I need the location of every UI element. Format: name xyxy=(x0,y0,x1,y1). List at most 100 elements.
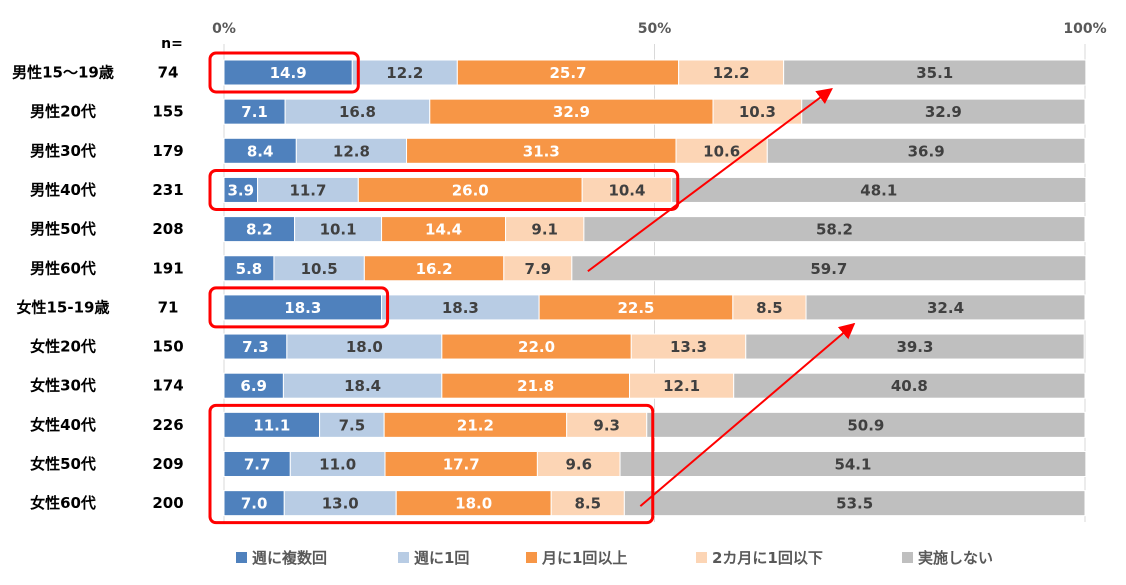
category-label: 女性40代 xyxy=(30,416,96,434)
bar-segment xyxy=(223,411,321,438)
trend-arrow xyxy=(587,88,833,273)
category-label: 女性60代 xyxy=(30,494,96,512)
bar-segment xyxy=(675,137,768,164)
bar-segment xyxy=(383,411,568,438)
data-label: 25.7 xyxy=(549,64,586,82)
bar-segment xyxy=(429,98,714,125)
bar-row: 女性15-19歳 71 18.3 18.3 22.5 8.5 32.4 xyxy=(17,294,1086,321)
data-label: 32.9 xyxy=(925,103,962,121)
bar-segment xyxy=(629,372,735,399)
data-label: 32.9 xyxy=(553,103,590,121)
data-label: 8.5 xyxy=(756,299,783,317)
bar-segment xyxy=(671,176,1087,203)
category-label: 男性20代 xyxy=(30,103,96,121)
bar-segment xyxy=(441,333,632,360)
bar-row: 女性20代 150 7.3 18.0 22.0 13.3 39.3 xyxy=(30,333,1085,360)
bar-segment xyxy=(571,255,1087,282)
data-label: 31.3 xyxy=(523,142,560,160)
category-label: 女性20代 xyxy=(30,338,96,356)
bar-segment xyxy=(550,490,625,517)
legend-item: 2カ月に1回以下 xyxy=(696,549,823,567)
bar-row: 女性50代 209 7.7 11.0 17.7 9.6 54.1 xyxy=(30,451,1087,477)
data-label: 59.7 xyxy=(810,260,847,278)
bar-segment xyxy=(384,451,538,477)
data-label: 9.6 xyxy=(565,456,592,474)
data-label: 36.9 xyxy=(908,142,945,160)
bar-segment xyxy=(456,59,680,86)
data-label: 54.1 xyxy=(834,456,871,474)
legend-label: 週に1回 xyxy=(414,549,469,567)
data-label: 13.3 xyxy=(670,338,707,356)
legend-item: 実施しない xyxy=(902,549,993,567)
bar-segment xyxy=(503,255,573,282)
bar-segment xyxy=(395,490,552,517)
data-label: 7.3 xyxy=(242,338,269,356)
data-label: 3.9 xyxy=(228,181,255,199)
bar-row: 男性15～19歳 74 14.9 12.2 25.7 12.2 35.1 xyxy=(12,59,1087,86)
category-label: 男性60代 xyxy=(30,259,96,277)
bar-segment xyxy=(536,451,621,477)
data-label: 18.3 xyxy=(284,299,321,317)
bar-segment xyxy=(283,490,397,517)
legend-swatch xyxy=(236,552,247,563)
n-value: 155 xyxy=(152,103,183,121)
bar-segment xyxy=(623,490,1086,517)
category-label: 男性40代 xyxy=(30,181,96,199)
chart-rows: 男性15～19歳 74 14.9 12.2 25.7 12.2 35.1 男性20代 155 7.… xyxy=(12,59,1087,517)
bar-segment xyxy=(581,176,673,203)
bar-row: 男性40代 231 3.9 11.7 26.0 10.4 48.1 xyxy=(30,176,1087,203)
data-label: 7.7 xyxy=(244,456,271,474)
data-label: 17.7 xyxy=(443,456,480,474)
bar-segment xyxy=(566,411,648,438)
data-label: 10.4 xyxy=(608,181,645,199)
bar-segment xyxy=(583,216,1086,243)
n-value: 179 xyxy=(152,142,183,160)
data-label: 12.8 xyxy=(333,142,370,160)
bar-segment xyxy=(630,333,747,360)
bar-segment xyxy=(441,372,631,399)
trend-arrows xyxy=(587,88,856,507)
data-label: 11.0 xyxy=(319,456,356,474)
data-label: 10.3 xyxy=(739,103,776,121)
highlight-box xyxy=(208,403,655,525)
bar-row: 男性60代 191 5.8 10.5 16.2 7.9 59.7 xyxy=(30,255,1087,282)
data-label: 5.8 xyxy=(236,260,263,278)
highlight-box xyxy=(208,168,680,211)
bar-segment xyxy=(619,451,1087,477)
bar-segment xyxy=(223,490,285,517)
data-label: 13.0 xyxy=(322,495,359,513)
legend-item: 週に1回 xyxy=(398,549,469,567)
bar-segment xyxy=(223,451,291,477)
bar-row: 女性30代 174 6.9 18.4 21.8 12.1 40.8 xyxy=(30,372,1086,399)
n-value: 150 xyxy=(152,338,183,356)
legend-label: 週に複数回 xyxy=(252,549,327,567)
legend-item: 週に複数回 xyxy=(236,549,327,567)
data-label: 18.0 xyxy=(455,495,492,513)
highlight-box xyxy=(208,286,390,329)
data-label: 14.4 xyxy=(425,221,462,239)
legend-label: 2カ月に1回以下 xyxy=(712,549,823,567)
bar-segment xyxy=(406,137,677,164)
data-label: 7.5 xyxy=(339,416,366,434)
x-axis: 0% 50% 100% xyxy=(212,21,1107,37)
bar-segment xyxy=(223,137,297,164)
bar-segment xyxy=(223,216,296,243)
bar-segment xyxy=(783,59,1087,86)
bar-row: 女性40代 226 11.1 7.5 21.2 9.3 50.9 xyxy=(30,411,1086,438)
data-label: 14.9 xyxy=(270,64,307,82)
data-label: 53.5 xyxy=(836,495,873,513)
data-label: 21.2 xyxy=(457,416,494,434)
data-label: 32.4 xyxy=(927,299,964,317)
n-value: 74 xyxy=(158,64,179,82)
data-label: 7.9 xyxy=(525,260,552,278)
data-label: 18.3 xyxy=(442,299,479,317)
bar-row: 女性60代 200 7.0 13.0 18.0 8.5 53.5 xyxy=(30,490,1086,517)
bar-segment xyxy=(223,59,353,86)
bar-segment xyxy=(678,59,785,86)
data-label: 12.2 xyxy=(713,64,750,82)
n-value: 71 xyxy=(158,298,179,316)
data-label: 12.2 xyxy=(386,64,423,82)
n-value: 200 xyxy=(152,494,183,512)
data-label: 8.5 xyxy=(574,495,601,513)
category-label: 女性15-19歳 xyxy=(17,298,110,316)
